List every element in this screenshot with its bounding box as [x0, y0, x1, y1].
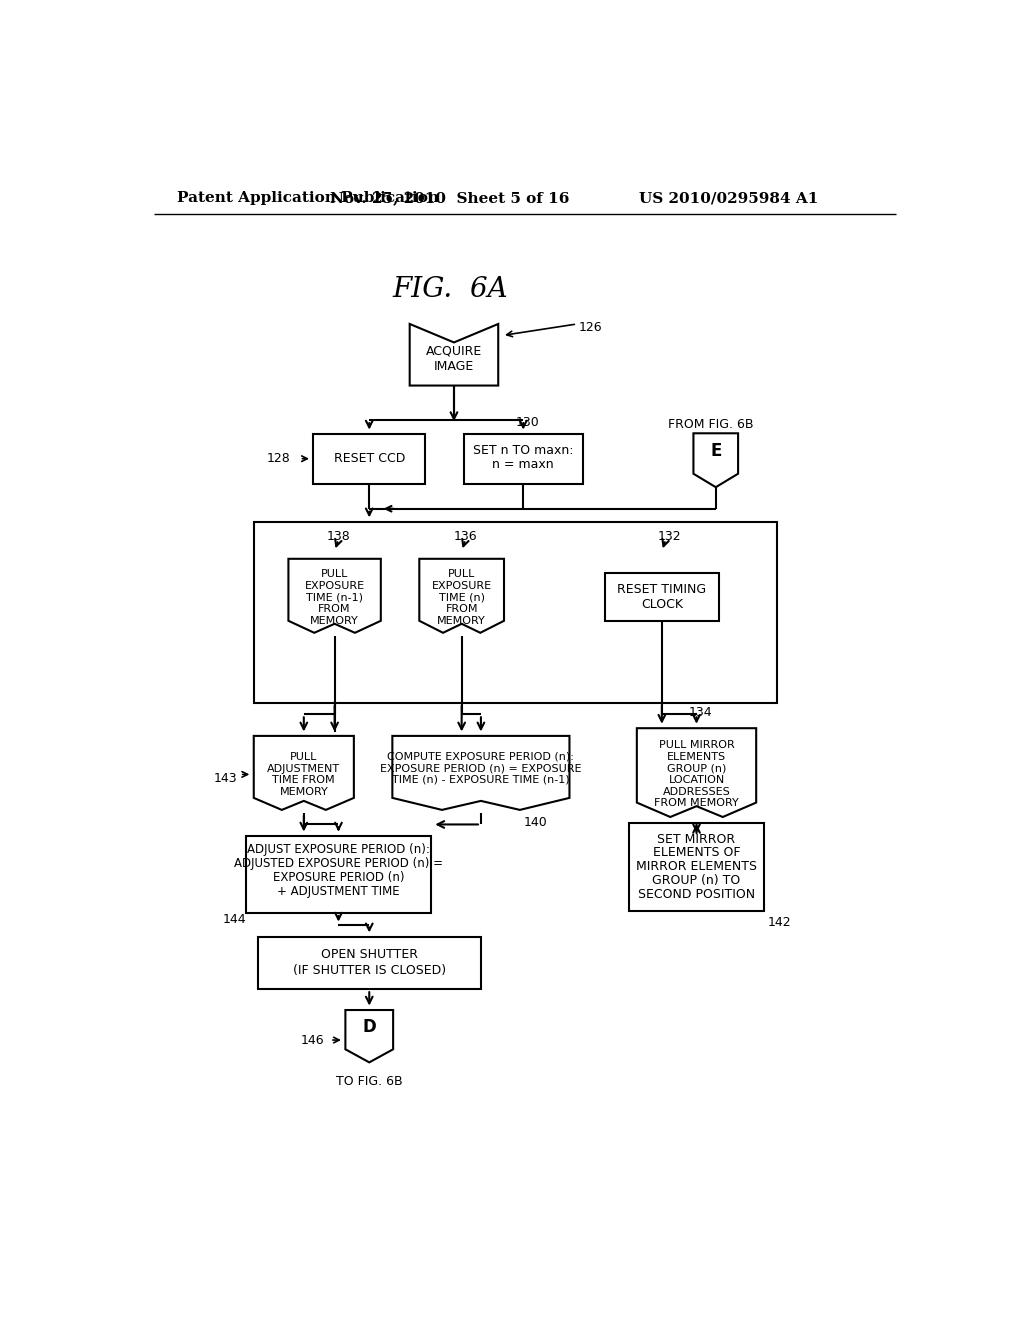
Polygon shape [410, 323, 499, 385]
Text: US 2010/0295984 A1: US 2010/0295984 A1 [639, 191, 818, 206]
Text: SET MIRROR: SET MIRROR [657, 833, 735, 846]
Text: + ADJUSTMENT TIME: + ADJUSTMENT TIME [278, 884, 399, 898]
Polygon shape [392, 737, 569, 810]
Text: 140: 140 [523, 816, 547, 829]
Text: EXPOSURE PERIOD (n): EXPOSURE PERIOD (n) [272, 871, 404, 884]
Text: Nov. 25, 2010  Sheet 5 of 16: Nov. 25, 2010 Sheet 5 of 16 [331, 191, 569, 206]
Text: ADJUSTED EXPOSURE PERIOD (n) =: ADJUSTED EXPOSURE PERIOD (n) = [233, 857, 443, 870]
Text: 130: 130 [515, 416, 540, 429]
Text: ADJUST EXPOSURE PERIOD (n):: ADJUST EXPOSURE PERIOD (n): [247, 843, 430, 857]
Text: 143: 143 [213, 772, 237, 785]
Text: 144: 144 [222, 912, 246, 925]
Bar [254, 521, 777, 702]
Text: ELEMENTS OF: ELEMENTS OF [652, 846, 740, 859]
Text: RESET CCD: RESET CCD [334, 453, 404, 465]
Text: COMPUTE EXPOSURE PERIOD (n):
EXPOSURE PERIOD (n) = EXPOSURE
TIME (n) - EXPOSURE : COMPUTE EXPOSURE PERIOD (n): EXPOSURE PE… [380, 751, 582, 785]
Text: 134: 134 [689, 705, 713, 718]
FancyBboxPatch shape [629, 822, 764, 911]
Text: 132: 132 [658, 529, 682, 543]
Text: PULL
EXPOSURE
TIME (n-1)
FROM
MEMORY: PULL EXPOSURE TIME (n-1) FROM MEMORY [304, 569, 365, 626]
Text: 142: 142 [768, 916, 792, 929]
Text: 136: 136 [454, 529, 477, 543]
FancyBboxPatch shape [313, 434, 425, 483]
Text: PULL MIRROR
ELEMENTS
GROUP (n)
LOCATION
ADDRESSES
FROM MEMORY: PULL MIRROR ELEMENTS GROUP (n) LOCATION … [654, 741, 739, 808]
Text: MIRROR ELEMENTS: MIRROR ELEMENTS [636, 861, 757, 874]
Text: D: D [362, 1018, 376, 1036]
Text: 128: 128 [266, 453, 291, 465]
Text: GROUP (n) TO: GROUP (n) TO [652, 874, 740, 887]
Text: PULL
ADJUSTMENT
TIME FROM
MEMORY: PULL ADJUSTMENT TIME FROM MEMORY [267, 752, 340, 797]
Text: FIG.  6A: FIG. 6A [392, 276, 508, 302]
Text: Patent Application Publication: Patent Application Publication [177, 191, 438, 206]
Text: SECOND POSITION: SECOND POSITION [638, 888, 755, 902]
Text: ACQUIRE
IMAGE: ACQUIRE IMAGE [426, 345, 482, 372]
Text: SET n TO maxn:: SET n TO maxn: [473, 445, 573, 458]
Polygon shape [693, 433, 738, 487]
FancyBboxPatch shape [258, 937, 481, 989]
Text: TO FIG. 6B: TO FIG. 6B [336, 1074, 402, 1088]
Text: 138: 138 [327, 529, 350, 543]
Text: E: E [710, 442, 722, 459]
Text: n = maxn: n = maxn [493, 458, 554, 471]
Text: (IF SHUTTER IS CLOSED): (IF SHUTTER IS CLOSED) [293, 964, 445, 977]
FancyBboxPatch shape [605, 573, 719, 622]
Text: FROM FIG. 6B: FROM FIG. 6B [668, 417, 754, 430]
Text: 146: 146 [300, 1034, 324, 1047]
Text: OPEN SHUTTER: OPEN SHUTTER [321, 948, 418, 961]
Text: PULL
EXPOSURE
TIME (n)
FROM
MEMORY: PULL EXPOSURE TIME (n) FROM MEMORY [431, 569, 492, 626]
FancyBboxPatch shape [246, 836, 431, 913]
Polygon shape [254, 737, 354, 810]
Polygon shape [289, 558, 381, 632]
FancyBboxPatch shape [464, 434, 583, 483]
Polygon shape [345, 1010, 393, 1063]
Text: RESET TIMING
CLOCK: RESET TIMING CLOCK [617, 583, 707, 611]
Text: 126: 126 [579, 321, 602, 334]
Polygon shape [637, 729, 756, 817]
Polygon shape [419, 558, 504, 632]
